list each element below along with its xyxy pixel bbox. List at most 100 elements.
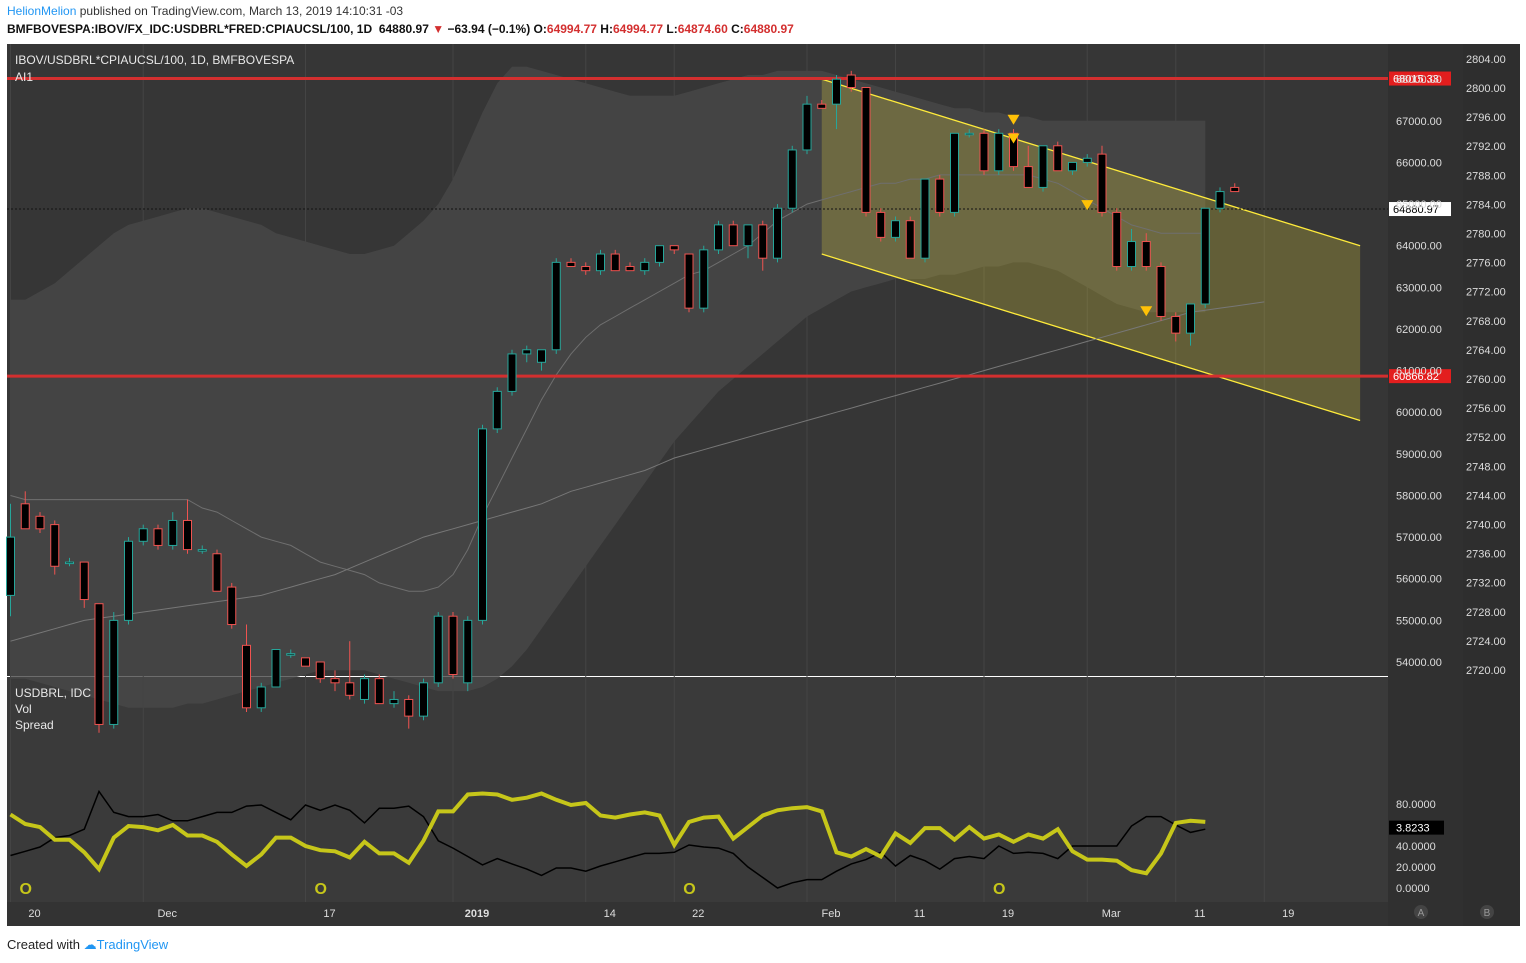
candle [1053, 145, 1063, 172]
candle [1230, 186, 1240, 193]
secondary-tick-label: 2740.00 [1466, 520, 1506, 532]
secondary-tick-label: 2748.00 [1466, 461, 1506, 473]
secondary-tick-label: 2724.00 [1466, 636, 1506, 648]
price-axis [1388, 44, 1463, 926]
level-label-box [1389, 369, 1451, 384]
open-label: O: [533, 22, 547, 36]
candle [79, 561, 89, 601]
candle [35, 515, 45, 530]
x-tick-label: 17 [323, 908, 335, 920]
secondary-tick-label: 2768.00 [1466, 316, 1506, 328]
candle [846, 74, 856, 89]
x-tick-label: 2019 [465, 908, 489, 920]
tradingview-brand[interactable]: TradingView [96, 937, 169, 952]
main-legend-label: IBOV/USDBRL*CPIAUCSL/100, 1D, BMFBOVESPA [15, 53, 294, 67]
candle [124, 540, 133, 621]
candle [492, 390, 502, 430]
candle [419, 682, 428, 717]
candle [832, 78, 841, 105]
spread-line [9, 791, 1206, 876]
price-tick-label: 60000.00 [1396, 407, 1442, 419]
close-label: C: [731, 22, 744, 36]
high-value: 64994.77 [612, 22, 664, 36]
sub-last-value-label: 3.8233 [1396, 823, 1430, 835]
sub-legend-label: Spread [15, 718, 54, 732]
candle [773, 207, 782, 259]
x-tick-label: 19 [1282, 908, 1294, 920]
symbol-name: BMFBOVESPA:IBOV/FX_IDC:USDBRL*FRED:CPIAU… [7, 22, 373, 36]
secondary-tick-label: 2752.00 [1466, 432, 1506, 444]
cycle-marker: O [315, 881, 327, 898]
moving-average-line [10, 174, 1206, 592]
candle [699, 249, 709, 309]
level-label: 60866.82 [1393, 371, 1439, 383]
x-axis-strip [7, 902, 1388, 926]
candle [566, 261, 576, 268]
candle [256, 686, 266, 709]
price-tick-label: 66000.00 [1396, 157, 1442, 169]
created-with-text: Created with [7, 937, 80, 952]
secondary-tick-label: 2756.00 [1466, 403, 1506, 415]
main-legend-label: AI1 [15, 70, 33, 84]
price-tick-label: 67000.00 [1396, 116, 1442, 128]
pane-button [1480, 905, 1494, 919]
candle [743, 224, 753, 247]
candle [330, 678, 340, 684]
footer: Created with ☁TradingView [7, 937, 168, 953]
price-tick-label: 64000.00 [1396, 241, 1442, 253]
candle [301, 657, 310, 667]
secondary-tick-label: 2792.00 [1466, 141, 1506, 153]
level-label-box [1389, 71, 1451, 86]
x-tick-label: Mar [1102, 908, 1121, 920]
low-value: 64874.60 [677, 22, 728, 36]
author-link[interactable]: HelionMelion [7, 4, 77, 18]
sub-legend-label: Vol [15, 702, 32, 716]
candle [758, 224, 768, 259]
ohlc-line: BMFBOVESPA:IBOV/FX_IDC:USDBRL*FRED:CPIAU… [7, 22, 794, 36]
candle [1068, 161, 1077, 172]
secondary-tick-label: 2788.00 [1466, 170, 1506, 182]
secondary-tick-label: 2804.00 [1466, 54, 1506, 66]
secondary-tick-label: 2764.00 [1466, 345, 1506, 357]
candle [286, 653, 296, 656]
price-tick-label: 54000.00 [1396, 657, 1442, 669]
x-tick-label: 19 [1002, 908, 1014, 920]
candle [1023, 166, 1033, 188]
candle [478, 428, 487, 621]
candle [1112, 211, 1122, 268]
candle [1171, 315, 1181, 334]
candle [389, 698, 399, 705]
signal-marker-icon [1140, 306, 1153, 317]
x-tick-label: 14 [604, 908, 616, 920]
price-tick-label: 57000.00 [1396, 532, 1442, 544]
candle [610, 253, 620, 272]
candle [537, 349, 546, 363]
sub-tick-label: 20.0000 [1396, 862, 1436, 874]
vol-line [10, 789, 1206, 889]
candle [168, 519, 178, 546]
high-label: H: [600, 22, 613, 36]
secondary-tick-label: 2744.00 [1466, 490, 1506, 502]
price-tick-label: 68000.00 [1396, 74, 1442, 86]
candle [1097, 153, 1107, 213]
secondary-tick-label: 2732.00 [1466, 578, 1506, 590]
channel-lower-line [821, 253, 1361, 422]
candle [817, 103, 827, 109]
price-tick-label: 61000.00 [1396, 366, 1442, 378]
secondary-tick-label: 2760.00 [1466, 374, 1506, 386]
candle [861, 87, 871, 213]
cycle-marker: O [20, 881, 32, 898]
candle [345, 682, 355, 696]
candle [979, 132, 989, 172]
secondary-tick-label: 2772.00 [1466, 287, 1506, 299]
candle [1038, 145, 1048, 188]
candle [360, 678, 369, 700]
price-tick-label: 63000.00 [1396, 282, 1442, 294]
low-label: L: [666, 22, 678, 36]
candle [876, 211, 886, 238]
candle [714, 224, 723, 251]
x-tick-label: Feb [822, 908, 841, 920]
down-arrow-icon: ▼ [432, 22, 445, 36]
tradingview-logo-icon: ☁ [83, 937, 97, 952]
